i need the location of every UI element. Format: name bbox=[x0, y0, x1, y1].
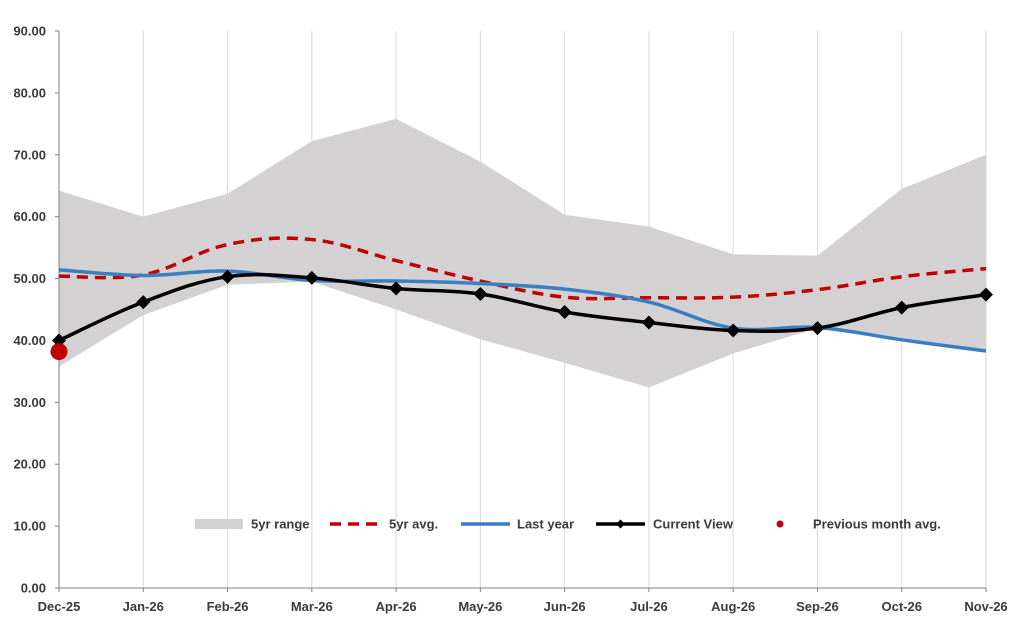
legend-label-5yr-range: 5yr range bbox=[251, 517, 310, 532]
point-previous-month-avg bbox=[50, 343, 68, 361]
y-tick-label: 70.00 bbox=[13, 147, 46, 162]
y-tick-label: 30.00 bbox=[13, 395, 46, 410]
y-tick-label: 90.00 bbox=[13, 24, 46, 39]
y-axis-tick-labels: 0.00 10.00 20.00 30.00 40.00 50.00 60.00 70.00 8… bbox=[13, 24, 46, 596]
y-tick-label: 10.00 bbox=[13, 519, 46, 534]
point-current-view-jul-26 bbox=[641, 315, 656, 330]
band-5yr-range bbox=[59, 118, 986, 388]
point-current-view-sep-26 bbox=[810, 321, 825, 336]
point-current-view-jun-26 bbox=[557, 304, 572, 319]
band-layer bbox=[59, 118, 986, 388]
x-axis-tick-labels: Dec-25 Jan-26 Feb-26 Mar-26 Apr-26 May-26 Jun-… bbox=[38, 599, 1008, 614]
y-tick-label: 80.00 bbox=[13, 85, 46, 100]
x-tick-label: Mar-26 bbox=[291, 599, 333, 614]
x-tick-label: Jun-26 bbox=[544, 599, 586, 614]
point-current-view-aug-26 bbox=[726, 323, 741, 338]
series-current-view bbox=[58, 272, 987, 343]
x-tick-label: Apr-26 bbox=[375, 599, 416, 614]
series-layer bbox=[50, 236, 993, 361]
point-current-view-apr-26 bbox=[389, 281, 404, 296]
x-tick-label: May-26 bbox=[458, 599, 502, 614]
x-tick-label: Oct-26 bbox=[881, 599, 921, 614]
point-current-view-jan-26 bbox=[136, 295, 151, 310]
series-5yr-avg bbox=[58, 236, 987, 301]
legend-label-current-view: Current View bbox=[653, 517, 734, 532]
legend-label-last-year: Last year bbox=[517, 517, 574, 532]
x-tick-label: Nov-26 bbox=[964, 599, 1007, 614]
point-current-view-mar-26 bbox=[304, 270, 319, 285]
x-tick-label: Dec-25 bbox=[38, 599, 81, 614]
y-tick-label: 0.00 bbox=[21, 581, 46, 596]
y-tick-label: 20.00 bbox=[13, 457, 46, 472]
legend-swatch-5yr-range bbox=[195, 519, 243, 529]
x-tick-label: Jan-26 bbox=[123, 599, 164, 614]
point-current-view-oct-26 bbox=[894, 300, 909, 315]
legend: 5yr range 5yr avg. Last year Current View Pr… bbox=[195, 517, 941, 532]
x-tick-label: Sep-26 bbox=[796, 599, 839, 614]
y-tick-label: 60.00 bbox=[13, 209, 46, 224]
x-tick-label: Aug-26 bbox=[711, 599, 755, 614]
y-tick-label: 50.00 bbox=[13, 271, 46, 286]
axis-layer bbox=[55, 30, 987, 592]
legend-marker-previous-month-avg bbox=[776, 520, 784, 528]
legend-marker-current-view bbox=[616, 519, 625, 529]
x-tick-label: Jul-26 bbox=[630, 599, 668, 614]
x-tick-label: Feb-26 bbox=[207, 599, 249, 614]
point-current-view-may-26 bbox=[473, 287, 488, 302]
y-tick-label: 40.00 bbox=[13, 333, 46, 348]
legend-label-previous-month-avg: Previous month avg. bbox=[813, 517, 941, 532]
legend-label-5yr-avg: 5yr avg. bbox=[389, 517, 438, 532]
point-current-view-nov-26 bbox=[979, 287, 993, 302]
point-current-view-feb-26 bbox=[220, 269, 235, 284]
